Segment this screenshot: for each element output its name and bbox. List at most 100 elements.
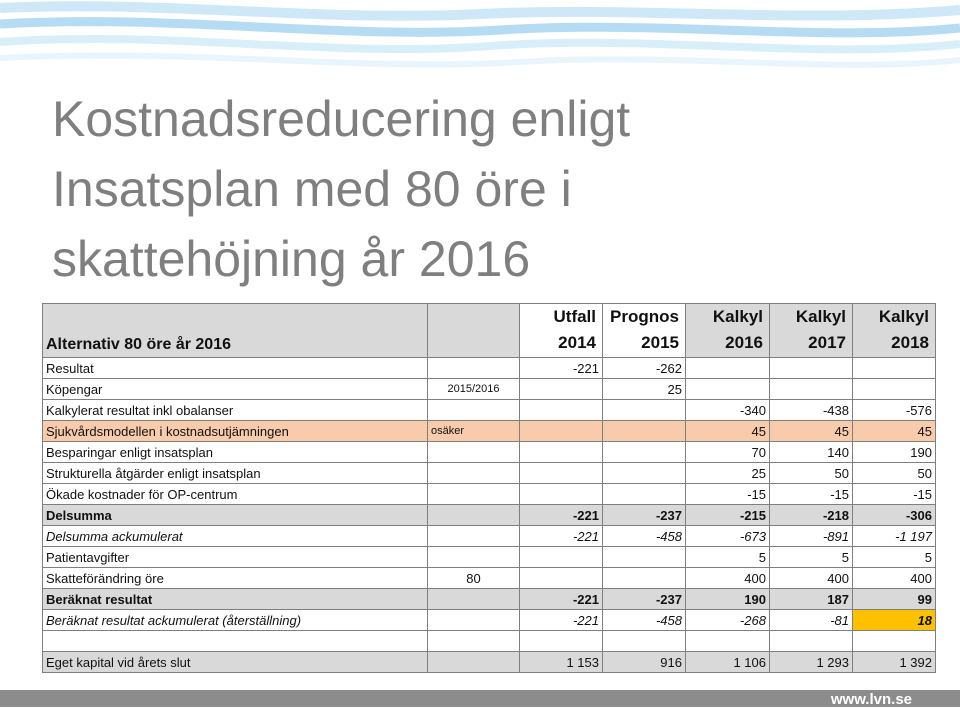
cell: [602, 567, 686, 589]
row-label: Kalkylerat resultat inkl obalanser: [42, 399, 428, 421]
cell: 45: [685, 420, 770, 442]
cell: [519, 420, 603, 442]
footer-bar: [0, 690, 960, 707]
row-label: Besparingar enligt insatsplan: [42, 441, 428, 463]
table-row: Patientavgifter 5 5 5: [42, 546, 936, 568]
cell: [519, 441, 603, 463]
cell: 190: [852, 441, 936, 463]
spacer-cell: [427, 630, 520, 652]
cell: -221: [519, 504, 603, 526]
row-label: Delsumma: [42, 504, 428, 526]
cell: 5: [685, 546, 770, 568]
cell: -673: [685, 525, 770, 547]
cell: -221: [519, 609, 603, 631]
cell: 190: [685, 588, 770, 610]
spacer-row: [42, 630, 936, 652]
cell: [519, 462, 603, 484]
table-row-result: Beräknat resultat -221 -237 190 187 99: [42, 588, 936, 610]
column-header-2016: Kalkyl 2016: [685, 303, 770, 358]
cell: -458: [602, 609, 686, 631]
table-row: Skatteförändring öre 80 400 400 400: [42, 567, 936, 589]
cell: 50: [852, 462, 936, 484]
column-header-2015: Prognos 2015: [602, 303, 686, 358]
cell: [602, 441, 686, 463]
spacer-cell: [769, 630, 853, 652]
row-label: Patientavgifter: [42, 546, 428, 568]
table-header-row: Alternativ 80 öre år 2016 Utfall 2014 Pro…: [42, 303, 936, 358]
row-label: Skatteförändring öre: [42, 567, 428, 589]
cell: -221: [519, 588, 603, 610]
cell: 25: [602, 378, 686, 400]
row-note: osäker: [427, 420, 520, 442]
row-label: Köpengar: [42, 378, 428, 400]
table-row-equity: Eget kapital vid årets slut 1 153 916 1 …: [42, 651, 936, 673]
row-label: Delsumma ackumulerat: [42, 525, 428, 547]
cell: -891: [769, 525, 853, 547]
table-header-label: Alternativ 80 öre år 2016: [42, 303, 428, 358]
site-url: www.lvn.se: [830, 691, 912, 708]
row-note: [427, 441, 520, 463]
cell: -268: [685, 609, 770, 631]
cell: 1 392: [852, 651, 936, 673]
cell: [519, 399, 603, 421]
cell: -1 197: [852, 525, 936, 547]
cell: -262: [602, 357, 686, 379]
row-note: [427, 504, 520, 526]
cell: -218: [769, 504, 853, 526]
cell: [685, 357, 770, 379]
cell: 45: [769, 420, 853, 442]
row-note: 80: [427, 567, 520, 589]
cell: -15: [852, 483, 936, 505]
cell: [519, 378, 603, 400]
cell: -340: [685, 399, 770, 421]
highlighted-cell: 18: [852, 609, 936, 631]
table-header-note: [427, 303, 520, 358]
cell: 70: [685, 441, 770, 463]
table-row: Besparingar enligt insatsplan 70 140 190: [42, 441, 936, 463]
table-row: Beräknat resultat ackumulerat (återställ…: [42, 609, 936, 631]
cell: 1 106: [685, 651, 770, 673]
cell: 99: [852, 588, 936, 610]
cell: 400: [769, 567, 853, 589]
spacer-cell: [519, 630, 603, 652]
cell: 5: [852, 546, 936, 568]
row-label: Eget kapital vid årets slut: [42, 651, 428, 673]
cell: [852, 378, 936, 400]
cell: 50: [769, 462, 853, 484]
cell: -221: [519, 525, 603, 547]
cell: -306: [852, 504, 936, 526]
row-note: [427, 546, 520, 568]
row-label: Beräknat resultat: [42, 588, 428, 610]
cell: [769, 378, 853, 400]
cell: -576: [852, 399, 936, 421]
cell: 1 293: [769, 651, 853, 673]
table-row: Resultat -221 -262: [42, 357, 936, 379]
row-label: Strukturella åtgärder enligt insatsplan: [42, 462, 428, 484]
table-row: Kalkylerat resultat inkl obalanser -340 …: [42, 399, 936, 421]
row-label: Sjukvårdsmodellen i kostnadsutjämningen: [42, 420, 428, 442]
cell: 25: [685, 462, 770, 484]
cell: -221: [519, 357, 603, 379]
spacer-cell: [42, 630, 428, 652]
row-note: [427, 357, 520, 379]
spacer-cell: [602, 630, 686, 652]
column-header-2014: Utfall 2014: [519, 303, 603, 358]
cell: -15: [769, 483, 853, 505]
cell: -237: [602, 504, 686, 526]
cell: [519, 546, 603, 568]
cell: [852, 357, 936, 379]
row-note: [427, 588, 520, 610]
cell: [602, 483, 686, 505]
column-header-2018: Kalkyl 2018: [852, 303, 936, 358]
page-title: Kostnadsreducering enligt Insatsplan med…: [52, 91, 631, 287]
decorative-waves: [0, 1, 960, 68]
cell: [519, 483, 603, 505]
row-note: 2015/2016: [427, 378, 520, 400]
cell: -438: [769, 399, 853, 421]
spacer-cell: [685, 630, 770, 652]
cell: [769, 357, 853, 379]
cell: [602, 462, 686, 484]
table-row-subtotal: Delsumma -221 -237 -215 -218 -306: [42, 504, 936, 526]
cell: 45: [852, 420, 936, 442]
cell: -81: [769, 609, 853, 631]
